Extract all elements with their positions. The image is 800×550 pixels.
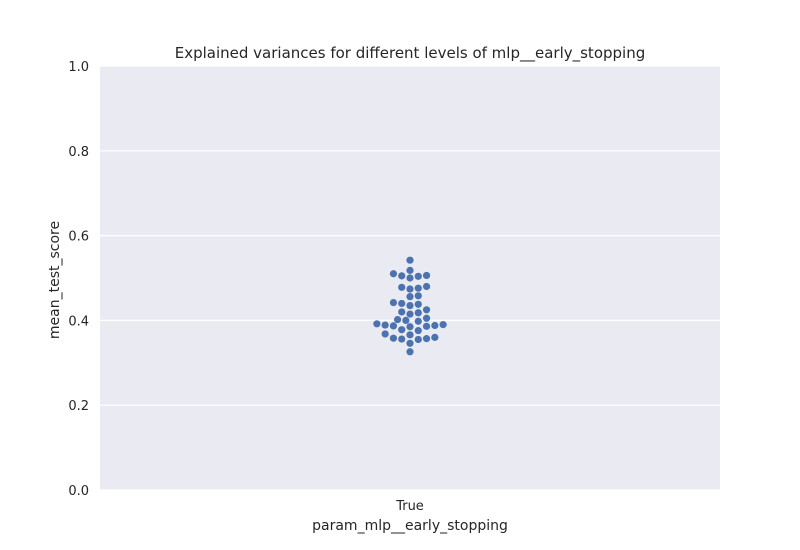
data-point	[431, 333, 439, 341]
data-point	[398, 308, 406, 316]
data-point	[406, 331, 414, 339]
data-point	[389, 298, 398, 307]
data-points	[373, 256, 447, 356]
data-point	[406, 274, 414, 282]
data-point	[414, 272, 422, 280]
data-point	[414, 292, 422, 300]
grid-lines	[100, 65, 720, 491]
data-point	[373, 320, 381, 328]
y-tick-label: 0.2	[68, 399, 89, 414]
data-point	[389, 322, 398, 330]
data-point	[406, 266, 414, 274]
data-point	[381, 321, 389, 329]
data-point	[422, 322, 431, 330]
data-point	[406, 348, 414, 356]
y-tick-label: 1.0	[68, 60, 89, 75]
data-point	[422, 282, 431, 291]
y-tick-label: 0.6	[68, 230, 89, 245]
data-point	[406, 323, 414, 331]
data-point	[414, 335, 422, 344]
data-point	[414, 300, 422, 308]
data-point	[381, 330, 389, 338]
y-axis-label: mean_test_score	[47, 221, 63, 339]
data-point	[398, 283, 406, 291]
data-point	[406, 301, 414, 310]
data-point	[389, 270, 398, 278]
data-point	[393, 315, 402, 324]
data-point	[389, 334, 398, 342]
data-point	[406, 310, 414, 318]
x-axis-label: param_mlp__early_stopping	[312, 518, 508, 534]
data-point	[414, 317, 422, 325]
y-tick-label: 0.4	[68, 314, 89, 329]
data-point	[414, 326, 422, 335]
y-tick-labels: 0.0 0.2 0.4 0.6 0.8 1.0	[68, 60, 89, 499]
x-tick-labels: True	[395, 499, 424, 514]
data-point	[406, 285, 414, 293]
data-point	[406, 339, 414, 347]
data-point	[414, 284, 422, 292]
data-point	[406, 293, 414, 301]
data-point	[402, 316, 410, 324]
data-point	[431, 321, 439, 330]
data-point	[398, 326, 406, 334]
chart-title: Explained variances for different levels…	[175, 44, 645, 63]
data-point	[422, 314, 431, 322]
data-point	[406, 256, 414, 264]
data-point	[422, 335, 431, 343]
data-point	[414, 309, 422, 317]
data-point	[422, 271, 431, 280]
y-tick-label: 0.0	[68, 484, 89, 499]
data-point	[398, 272, 406, 280]
y-tick-label: 0.8	[68, 145, 89, 160]
data-point	[398, 299, 406, 308]
data-point	[398, 335, 406, 343]
x-tick-label: True	[395, 499, 424, 514]
data-point	[439, 321, 447, 329]
data-point	[422, 306, 431, 314]
